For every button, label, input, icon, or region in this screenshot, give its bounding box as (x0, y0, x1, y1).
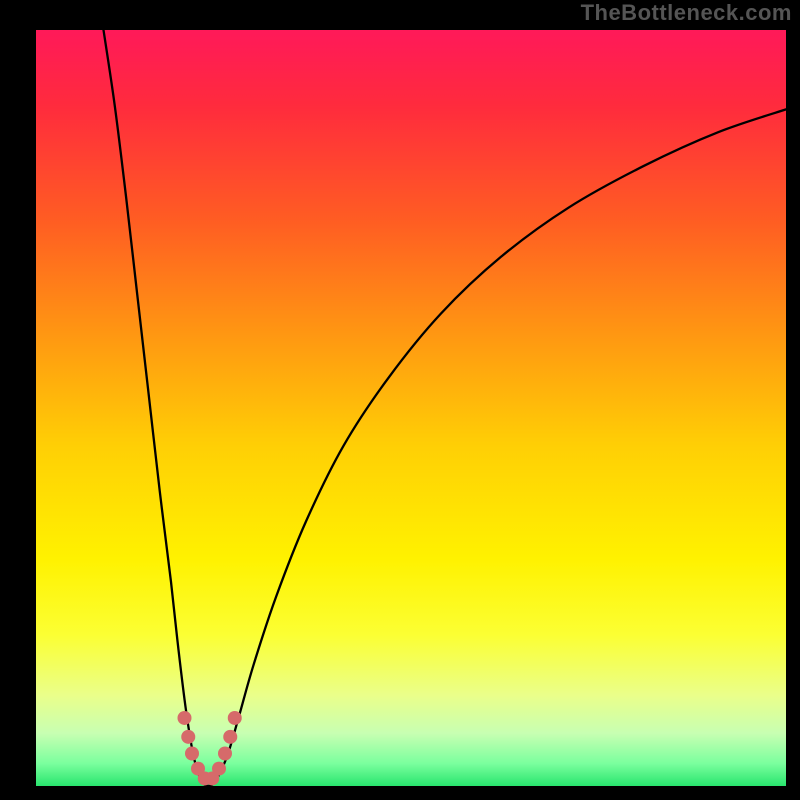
plot-background-gradient (36, 30, 786, 786)
marker-point (228, 711, 242, 725)
marker-point (212, 762, 226, 776)
bottleneck-chart (0, 0, 800, 800)
marker-point (218, 746, 232, 760)
marker-point (178, 711, 192, 725)
marker-point (181, 730, 195, 744)
chart-container: TheBottleneck.com (0, 0, 800, 800)
watermark-text: TheBottleneck.com (581, 0, 792, 26)
marker-point (223, 730, 237, 744)
marker-point (185, 746, 199, 760)
